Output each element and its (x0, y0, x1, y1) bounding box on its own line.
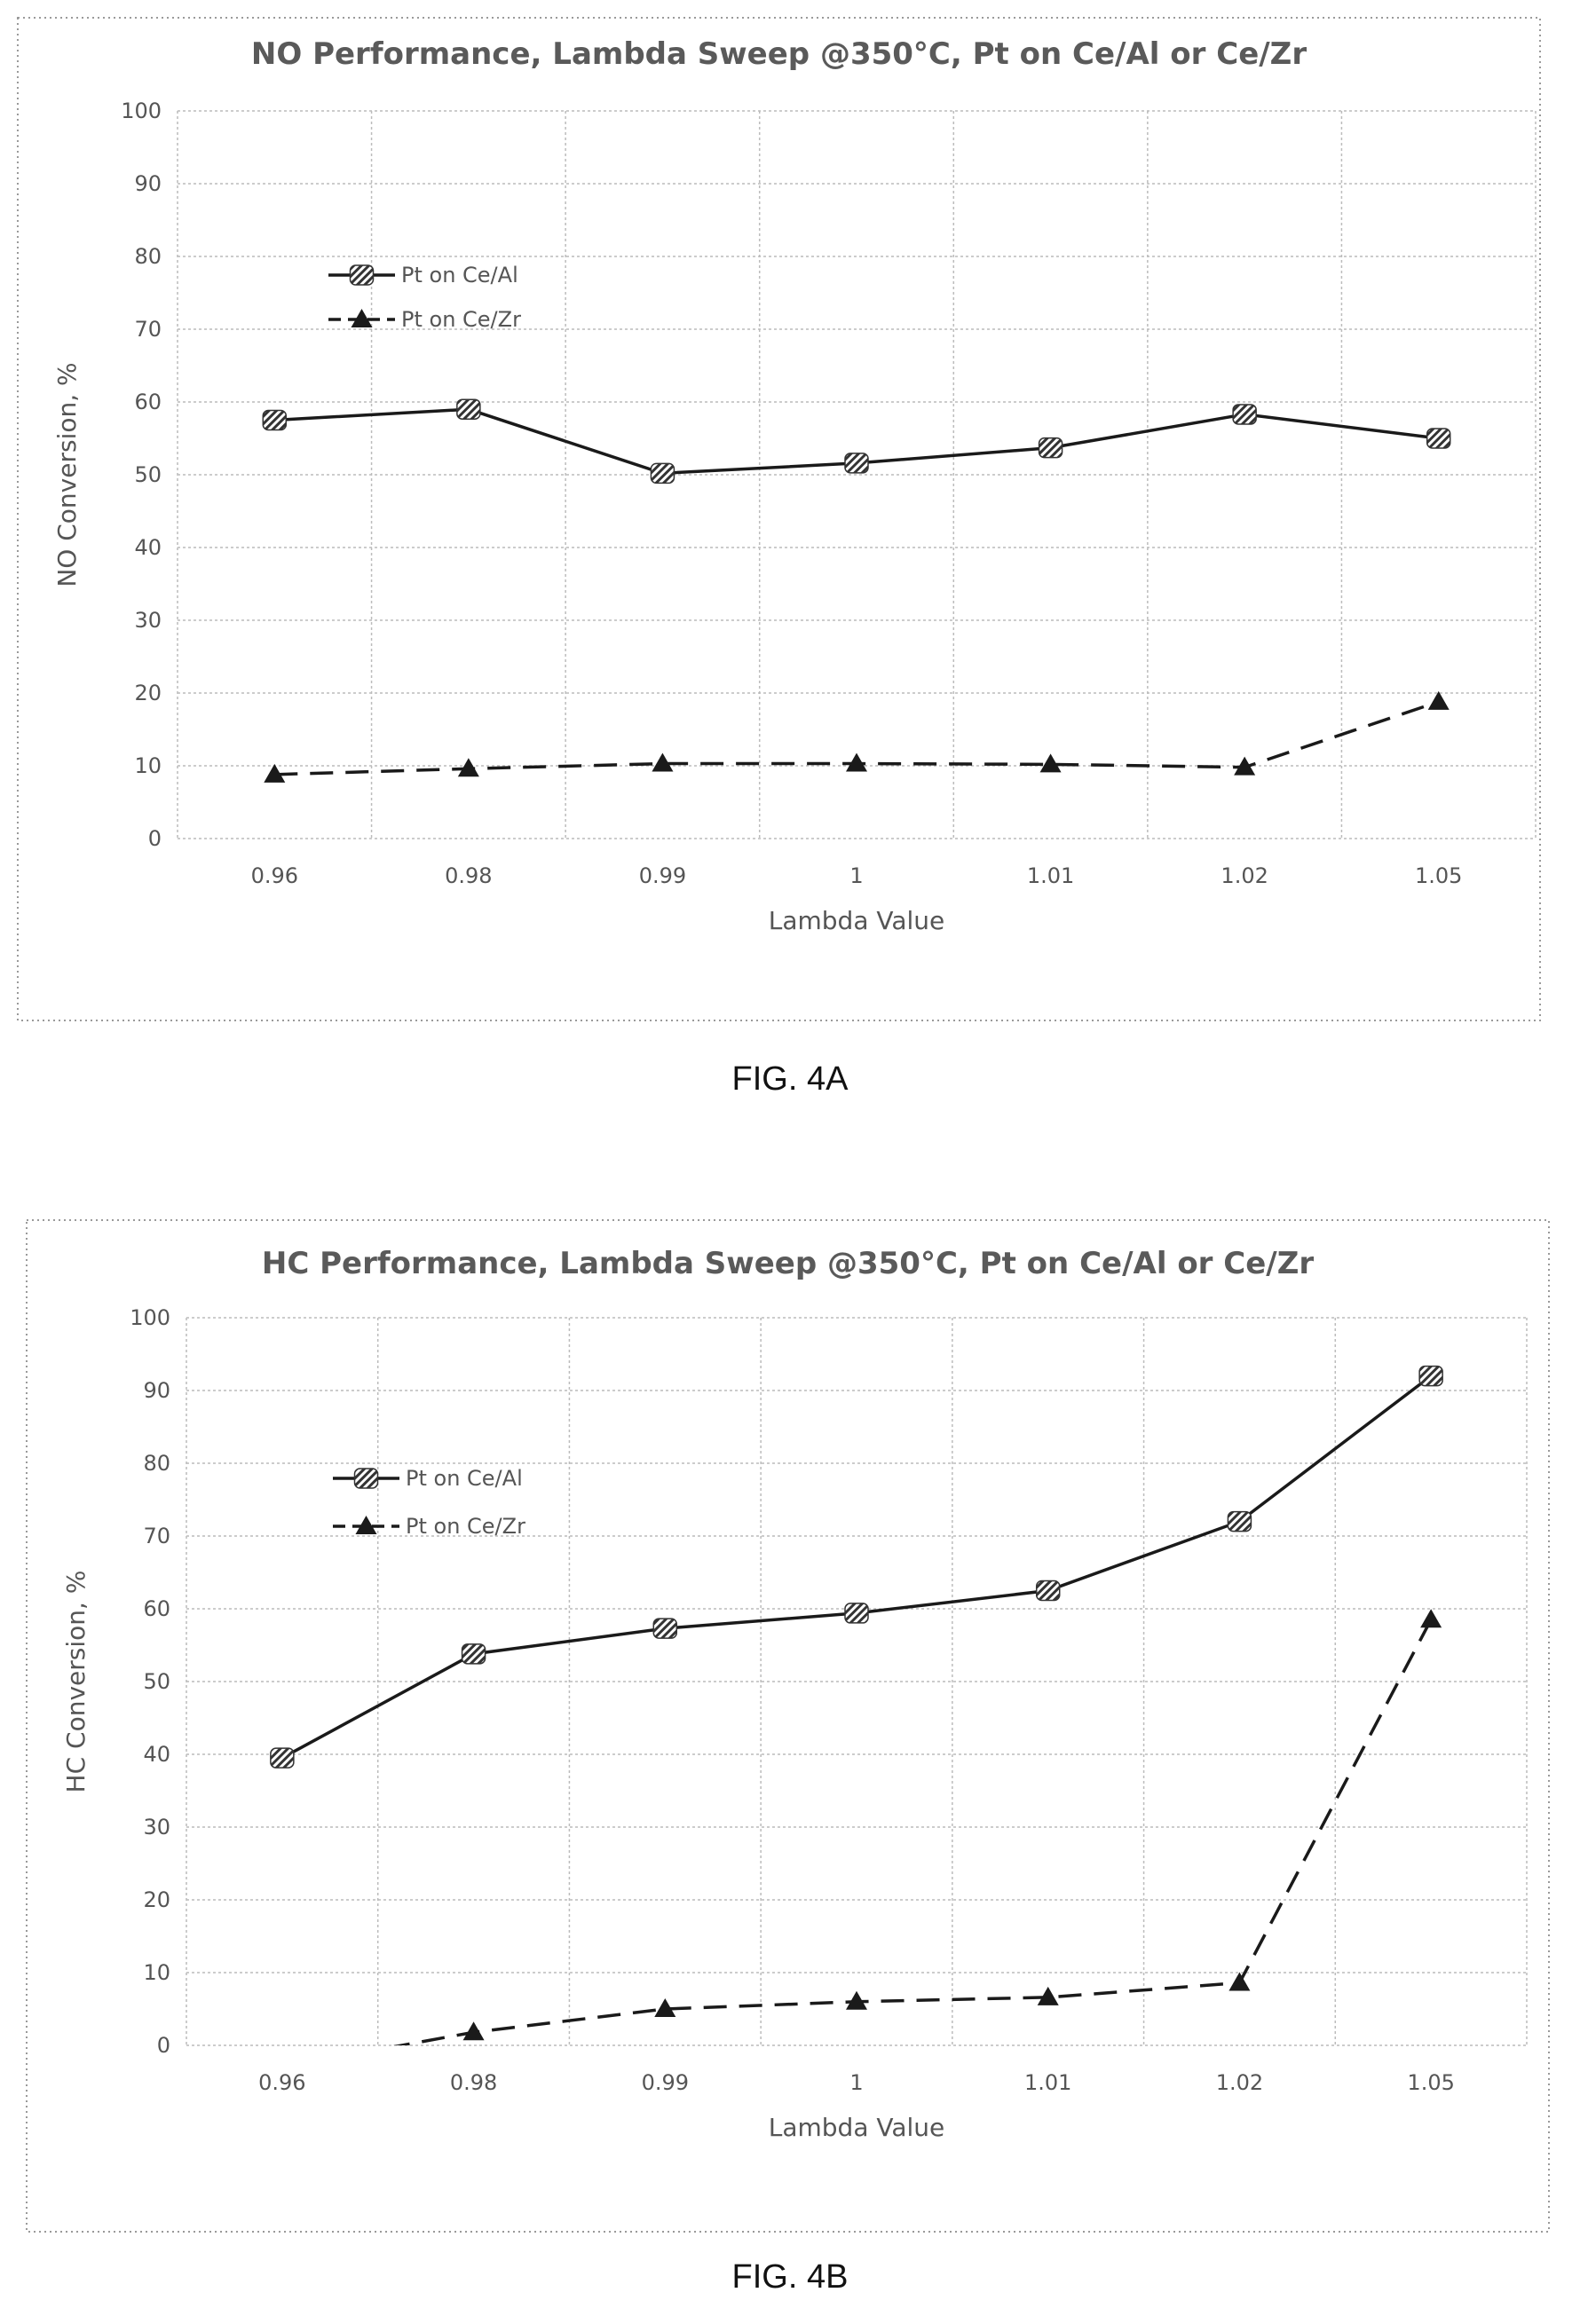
y-tick-label: 90 (143, 1378, 170, 1403)
data-point (1427, 690, 1450, 710)
y-tick-label: 10 (134, 753, 162, 778)
x-tick-label: 0.96 (251, 863, 298, 888)
data-point (1037, 1986, 1059, 2005)
chart-4a: NO Performance, Lambda Sweep @350°C, Pt … (17, 17, 1541, 1021)
y-tick-label: 100 (130, 1305, 170, 1330)
y-tick-label: 0 (148, 826, 162, 851)
x-tick-label: 1.05 (1407, 2070, 1454, 2095)
chart-border (17, 17, 1541, 1021)
x-tick-label: 1.01 (1024, 2070, 1071, 2095)
x-tick-label: 1 (849, 863, 863, 888)
y-tick-label: 20 (134, 681, 162, 705)
y-tick-label: 30 (143, 1815, 170, 1840)
y-tick-label: 50 (143, 1669, 170, 1694)
figure-caption-4b: FIG. 4B (731, 2258, 849, 2296)
legend-entry: Pt on Ce/Zr (401, 307, 521, 332)
data-point (1232, 404, 1257, 425)
x-tick-label: 1.02 (1216, 2070, 1263, 2095)
y-tick-label: 70 (134, 317, 162, 342)
x-tick-label: 0.98 (445, 863, 492, 888)
x-tick-label: 1 (849, 2070, 863, 2095)
data-point (1038, 437, 1063, 459)
y-tick-label: 50 (134, 462, 162, 487)
data-point (1420, 1609, 1442, 1628)
data-point (262, 409, 288, 431)
y-tick-label: 80 (143, 1451, 170, 1476)
legend-entry: Pt on Ce/Al (406, 1466, 523, 1491)
y-tick-label: 90 (134, 171, 162, 196)
legend-marker-triangle (355, 1516, 377, 1534)
y-tick-label: 30 (134, 608, 162, 633)
data-point (844, 1603, 869, 1624)
x-tick-label: 0.96 (258, 2070, 305, 2095)
data-point (1039, 753, 1062, 773)
legend-marker-square (349, 264, 375, 286)
chart-title: HC Performance, Lambda Sweep @350°C, Pt … (262, 1246, 1315, 1281)
y-tick-label: 10 (143, 1960, 170, 1985)
y-tick-label: 80 (134, 244, 162, 269)
y-tick-label: 40 (143, 1742, 170, 1767)
legend-marker-triangle (351, 309, 373, 327)
y-tick-label: 70 (143, 1524, 170, 1548)
data-point (652, 1618, 678, 1639)
y-tick-label: 100 (121, 98, 162, 123)
x-tick-label: 1.02 (1221, 863, 1268, 888)
chart-4b: HC Performance, Lambda Sweep @350°C, Pt … (26, 1219, 1550, 2233)
data-point (270, 1747, 295, 1769)
series-line (281, 1375, 1433, 1760)
x-tick-label: 1.01 (1027, 863, 1074, 888)
x-tick-label: 0.98 (450, 2070, 497, 2095)
y-axis-label: HC Conversion, % (61, 1571, 91, 1793)
data-point (461, 1643, 486, 1665)
y-tick-label: 60 (143, 1596, 170, 1621)
data-point (456, 398, 481, 420)
data-point (457, 758, 479, 777)
data-point (462, 2021, 485, 2041)
data-point (1227, 1510, 1252, 1532)
figure-4b: HC Performance, Lambda Sweep @350°C, Pt … (0, 1154, 1580, 2324)
chart-border (26, 1219, 1550, 2233)
chart-title: NO Performance, Lambda Sweep @350°C, Pt … (251, 36, 1307, 72)
y-tick-label: 40 (134, 535, 162, 560)
figure-4a: NO Performance, Lambda Sweep @350°C, Pt … (0, 0, 1580, 1154)
data-point (1234, 756, 1256, 776)
data-point (652, 752, 674, 772)
legend-entry: Pt on Ce/Al (401, 263, 518, 288)
data-point (846, 1990, 867, 2010)
data-point (846, 752, 867, 772)
legend-marker-square (353, 1468, 379, 1489)
x-tick-label: 0.99 (642, 2070, 689, 2095)
figure-caption-4a: FIG. 4A (731, 1060, 849, 1098)
y-tick-label: 0 (157, 2033, 170, 2058)
x-tick-label: 1.05 (1415, 863, 1462, 888)
y-tick-label: 20 (143, 1887, 170, 1912)
data-point (1426, 428, 1451, 449)
data-point (1228, 1972, 1251, 1991)
data-point (650, 462, 675, 484)
data-point (1418, 1365, 1443, 1387)
legend-entry: Pt on Ce/Zr (406, 1514, 525, 1539)
x-axis-label: Lambda Value (769, 2113, 945, 2142)
data-point (654, 1998, 676, 2017)
data-point (844, 453, 869, 474)
x-tick-label: 0.99 (639, 863, 686, 888)
x-axis-label: Lambda Value (769, 906, 945, 935)
data-point (264, 763, 286, 783)
data-point (1035, 1580, 1061, 1602)
y-axis-label: NO Conversion, % (52, 362, 82, 587)
y-tick-label: 60 (134, 390, 162, 414)
